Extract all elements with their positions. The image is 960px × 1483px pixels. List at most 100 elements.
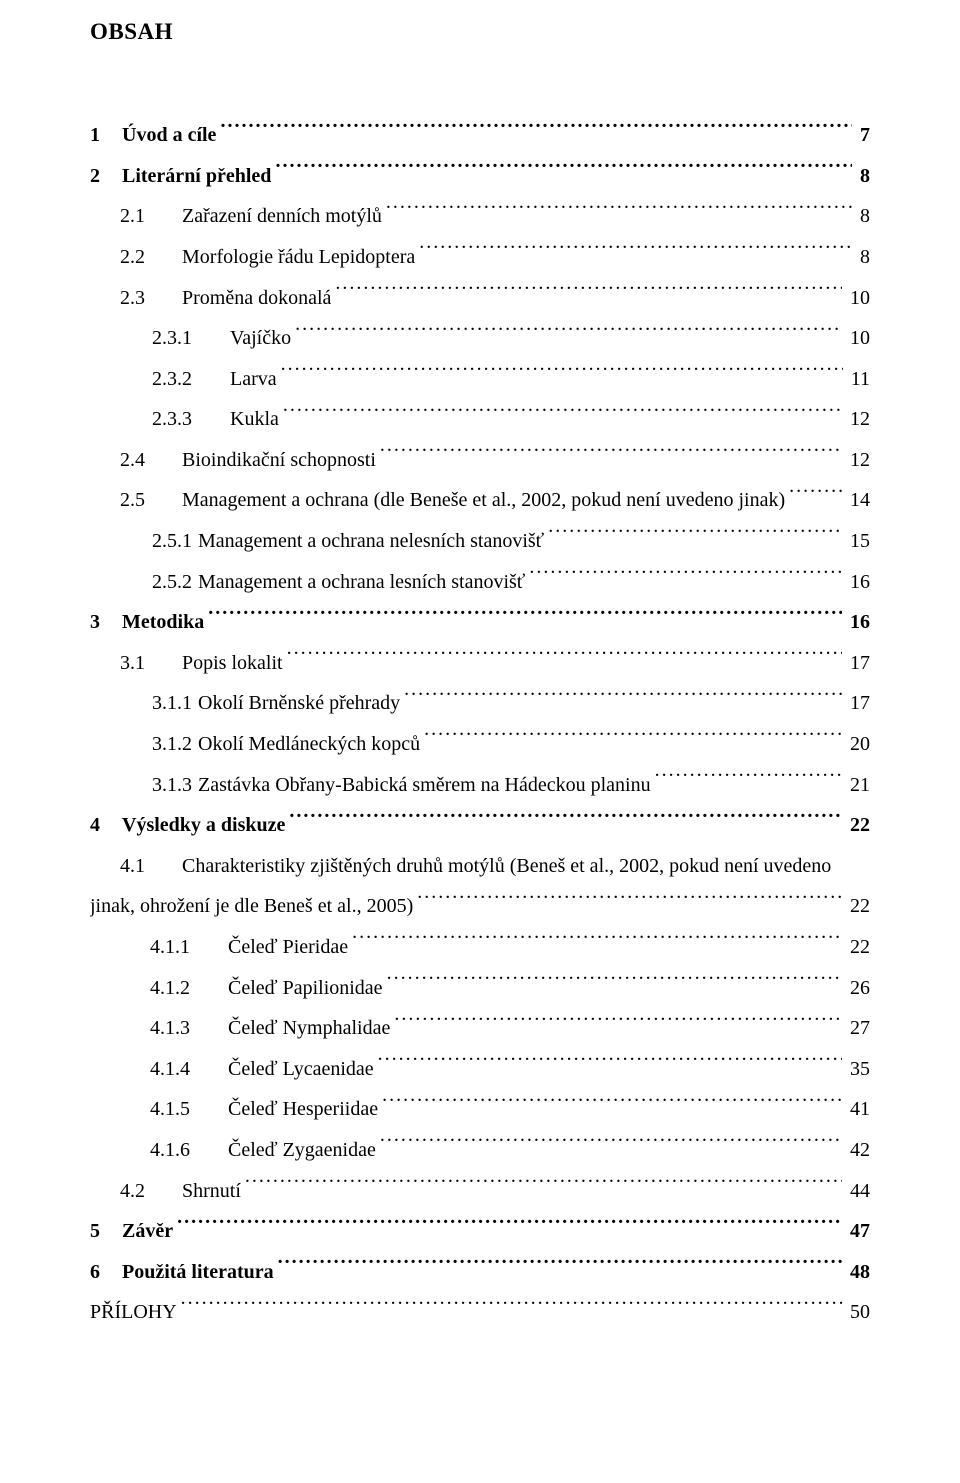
toc-entry-text: Management a ochrana lesních stanovišť xyxy=(198,562,525,603)
toc-entry-page: 35 xyxy=(846,1049,870,1090)
toc-entry: 2Literární přehled8 xyxy=(90,156,870,197)
toc-leader-dots xyxy=(380,446,842,466)
toc-leader-dots xyxy=(245,1177,842,1197)
toc-entry: 2.3.1Vajíčko10 xyxy=(90,318,870,359)
toc-entry-page: 8 xyxy=(856,237,870,278)
toc-leader-dots xyxy=(417,892,842,912)
toc-entry-text: Morfologie řádu Lepidoptera xyxy=(182,237,415,278)
toc-leader-dots xyxy=(404,689,842,709)
toc-entry-number: 3 xyxy=(90,602,122,643)
toc-entry-text: Metodika xyxy=(122,602,204,643)
toc-entry: 4.1.4Čeleď Lycaenidae35 xyxy=(90,1049,870,1090)
toc-entry-page: 50 xyxy=(846,1292,870,1333)
toc-entry-page: 15 xyxy=(846,521,870,562)
toc-leader-dots xyxy=(287,649,842,669)
toc-entry-page: 21 xyxy=(846,765,870,806)
toc-entry-number: 4.1.2 xyxy=(150,968,228,1009)
toc-entry-number: 3.1.3 xyxy=(152,765,198,806)
toc-entry-page: 8 xyxy=(856,156,870,197)
toc-entry-text: Vajíčko xyxy=(230,318,291,359)
toc-entry: 4.1.1Čeleď Pieridae 22 xyxy=(90,927,870,968)
toc-entry-text: Čeleď Lycaenidae xyxy=(228,1049,374,1090)
toc-entry: 4Výsledky a diskuze22 xyxy=(90,805,870,846)
toc-entry: 4.1.2Čeleď Papilionidae26 xyxy=(90,968,870,1009)
toc-entry-number: 2.5.2 xyxy=(152,562,198,603)
toc-entry-number: 2.2 xyxy=(120,237,182,278)
toc-leader-dots xyxy=(177,1217,842,1237)
toc-entry-page: 42 xyxy=(846,1130,870,1171)
document-page: OBSAH 1Úvod a cíle72Literární přehled82.… xyxy=(0,0,960,1483)
toc-entry: 2.5.1Management a ochrana nelesních stan… xyxy=(90,521,870,562)
toc-entry: 2.3Proměna dokonalá10 xyxy=(90,278,870,319)
toc-leader-dots xyxy=(386,202,852,222)
toc-entry-number: 2.4 xyxy=(120,440,182,481)
toc-leader-dots xyxy=(394,1014,842,1034)
toc-leader-dots xyxy=(281,365,843,385)
toc-entry-page: 8 xyxy=(856,196,870,237)
toc-entry-number: 4.2 xyxy=(120,1171,182,1212)
toc-entry-text: Kukla xyxy=(230,399,279,440)
toc-entry-text: Čeleď Hesperiidae xyxy=(228,1089,378,1130)
toc-entry-page: 16 xyxy=(846,562,870,603)
toc-leader-dots xyxy=(655,771,842,791)
toc-entry: PŘÍLOHY 50 xyxy=(90,1292,870,1333)
toc-leader-dots xyxy=(387,974,842,994)
toc-entry-number: 2.3.2 xyxy=(152,359,230,400)
toc-entry-text: Zařazení denních motýlů xyxy=(182,196,382,237)
toc-entry-number: 4.1.1 xyxy=(150,927,228,968)
toc-entry-number: 3.1 xyxy=(120,643,182,684)
toc-entry-number: 4 xyxy=(90,805,122,846)
toc-entry-page: 12 xyxy=(846,399,870,440)
toc-leader-dots xyxy=(419,243,852,263)
toc-entry-text: Čeleď Pieridae xyxy=(228,927,348,968)
toc-entry-text: PŘÍLOHY xyxy=(90,1292,177,1333)
table-of-contents: 1Úvod a cíle72Literární přehled82.1Zařaz… xyxy=(90,115,870,1333)
toc-entry-text: Management a ochrana (dle Beneše et al.,… xyxy=(182,480,785,521)
toc-leader-dots xyxy=(289,811,842,831)
toc-entry-page: 22 xyxy=(846,927,870,968)
toc-entry-text: Literární přehled xyxy=(122,156,271,197)
toc-leader-dots xyxy=(789,486,842,506)
toc-entry: 3.1.2Okolí Medláneckých kopců20 xyxy=(90,724,870,765)
toc-entry: 2.5Management a ochrana (dle Beneše et a… xyxy=(90,480,870,521)
toc-entry: 4.1Charakteristiky zjištěných druhů motý… xyxy=(90,846,870,887)
toc-entry-text: Bioindikační schopnosti xyxy=(182,440,376,481)
toc-leader-dots xyxy=(424,730,842,750)
toc-leader-dots xyxy=(275,162,852,182)
toc-entry-page: 17 xyxy=(846,643,870,684)
toc-leader-dots xyxy=(378,1055,842,1075)
toc-entry-number: 2.3.3 xyxy=(152,399,230,440)
toc-leader-dots xyxy=(283,405,842,425)
toc-entry-text: Charakteristiky zjištěných druhů motýlů … xyxy=(182,846,831,887)
toc-entry: 4.1.6Čeleď Zygaenidae42 xyxy=(90,1130,870,1171)
toc-entry-page: 47 xyxy=(846,1211,870,1252)
toc-entry-page: 44 xyxy=(846,1171,870,1212)
toc-entry-text: Popis lokalit xyxy=(182,643,283,684)
toc-entry-text: Okolí Brněnské přehrady xyxy=(198,683,400,724)
toc-entry-number: 4.1 xyxy=(120,846,182,887)
toc-entry-text: Proměna dokonalá xyxy=(182,278,331,319)
toc-entry-page: 17 xyxy=(846,683,870,724)
toc-leader-dots xyxy=(380,1136,842,1156)
toc-entry-page: 41 xyxy=(846,1089,870,1130)
toc-entry-page: 20 xyxy=(846,724,870,765)
toc-entry: 2.1Zařazení denních motýlů8 xyxy=(90,196,870,237)
toc-entry-number: 4.1.5 xyxy=(150,1089,228,1130)
toc-entry-page: 12 xyxy=(846,440,870,481)
toc-leader-dots xyxy=(548,527,842,547)
toc-entry-page: 26 xyxy=(846,968,870,1009)
page-title: OBSAH xyxy=(90,18,870,45)
toc-entry-continuation: jinak, ohrožení je dle Beneš et al., 200… xyxy=(90,886,870,927)
toc-entry: 3.1.1Okolí Brněnské přehrady17 xyxy=(90,683,870,724)
toc-entry-page: 7 xyxy=(856,115,870,156)
toc-entry: 3Metodika16 xyxy=(90,602,870,643)
toc-entry-page: 27 xyxy=(846,1008,870,1049)
toc-leader-dots xyxy=(278,1258,842,1278)
toc-leader-dots xyxy=(208,608,842,628)
toc-entry: 2.3.3Kukla 12 xyxy=(90,399,870,440)
toc-leader-dots xyxy=(352,933,842,953)
toc-entry: 1Úvod a cíle7 xyxy=(90,115,870,156)
toc-entry: 6Použitá literatura48 xyxy=(90,1252,870,1293)
toc-leader-dots xyxy=(529,568,842,588)
toc-entry-number: 2.5.1 xyxy=(152,521,198,562)
